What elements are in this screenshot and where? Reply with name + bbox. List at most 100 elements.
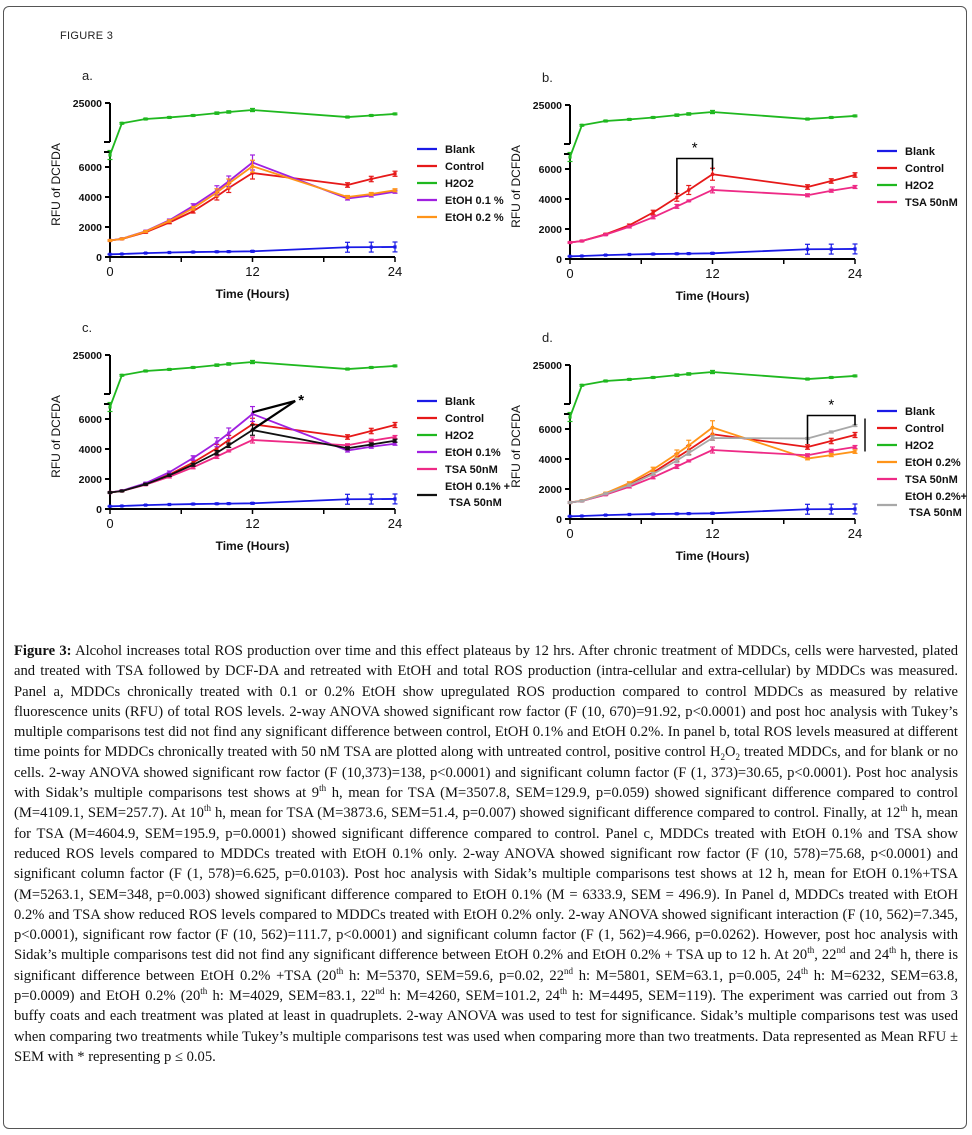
y-tick-label: 4000 — [79, 192, 103, 204]
data-point — [853, 449, 857, 454]
data-point — [687, 199, 691, 203]
legend-label: EtOH 0.1% — [445, 447, 501, 459]
data-point — [393, 442, 397, 446]
data-point — [627, 377, 631, 382]
caption-body: Alcohol increases total ROS production o… — [14, 643, 958, 1065]
caption-subscript: 2 — [720, 752, 726, 763]
data-point — [651, 115, 655, 120]
data-point — [805, 445, 810, 449]
caption-text: h, mean for TSA (M=3507.8, SEM=129.9, p=… — [14, 785, 958, 822]
chart-b: b. 0 2000 4000 6000 25000 0 12 24 Time (Hours) RFU… — [509, 70, 958, 303]
data-point — [345, 435, 350, 439]
caption-superscript: nd — [836, 945, 846, 956]
caption-text: Alcohol increases total ROS production o… — [14, 643, 958, 761]
data-point — [675, 458, 679, 463]
data-point — [108, 238, 112, 243]
data-point — [829, 115, 833, 120]
data-point — [853, 185, 857, 189]
data-point — [108, 490, 112, 495]
data-point — [369, 442, 373, 447]
data-point — [369, 192, 373, 196]
y-tick-label: 2000 — [539, 484, 563, 496]
data-point — [144, 369, 148, 373]
data-point — [144, 117, 148, 121]
data-point — [675, 452, 679, 456]
data-point — [580, 514, 584, 518]
y-tick-label: 0 — [96, 252, 102, 264]
legend-label: Blank — [905, 146, 936, 158]
data-point — [675, 204, 679, 208]
data-point — [805, 193, 810, 197]
data-point — [675, 373, 679, 377]
caption-superscript: th — [801, 965, 809, 976]
caption-text: h: M=4495, SEM=119). The experiment was … — [14, 988, 958, 1065]
data-point — [191, 113, 195, 118]
data-point — [604, 379, 608, 383]
y-tick-label: 0 — [556, 254, 562, 266]
legend: Blank Control H2O2 EtOH 0.1 % EtOH 0.2 % — [417, 144, 504, 224]
legend-label: Blank — [445, 144, 476, 156]
series-line — [109, 436, 396, 494]
data-point — [393, 112, 397, 116]
caption-text: h: M=5801, SEM=63.1, p=0.005, 24 — [573, 967, 801, 984]
data-point — [829, 430, 833, 434]
caption-text: h, mean for TSA (M=4604.9, SEM=195.9, p=… — [14, 805, 958, 964]
caption-text: h: M=6232, SEM=63.8, p=0.0009) and EtOH … — [14, 967, 958, 1005]
data-point — [167, 502, 171, 507]
data-point — [604, 233, 608, 237]
data-point — [710, 370, 715, 374]
data-point — [675, 113, 679, 117]
data-point — [167, 250, 171, 255]
data-point — [393, 435, 397, 439]
y-tick-label: 2000 — [79, 474, 103, 486]
legend-item-etoh-0-1-tsa-50nm: EtOH 0.1% + TSA 50nM — [417, 481, 510, 509]
data-point — [568, 254, 572, 258]
legend: Blank Control H2O2 TSA 50nM — [877, 146, 958, 209]
series-control — [107, 166, 398, 243]
panel-label: c. — [82, 320, 92, 335]
legend-label: EtOH 0.2%+ — [905, 491, 967, 503]
significance-bracket — [676, 157, 714, 195]
data-point — [369, 177, 373, 181]
data-point — [167, 115, 171, 120]
data-point — [250, 249, 255, 253]
data-point — [167, 473, 171, 477]
data-point — [345, 448, 350, 453]
legend-item-control: Control — [877, 423, 944, 435]
caption-text: O — [725, 744, 736, 761]
data-point — [144, 482, 148, 486]
data-point — [687, 459, 691, 463]
caption-text: and 24 — [845, 947, 890, 964]
series-tsa-50nm — [107, 434, 398, 495]
data-point — [345, 195, 350, 199]
data-point — [215, 363, 219, 367]
data-point — [651, 252, 655, 256]
y-tick-label: 0 — [556, 514, 562, 526]
data-point — [108, 252, 112, 256]
caption-superscript: nd — [375, 986, 385, 997]
data-point — [853, 423, 857, 428]
data-point — [215, 446, 219, 450]
y-axis-label: RFU of DCFDA — [49, 143, 63, 226]
data-point — [710, 110, 715, 114]
data-point — [710, 511, 715, 515]
x-axis-label: Time (Hours) — [216, 287, 290, 301]
data-point — [250, 171, 255, 175]
data-point — [345, 497, 350, 501]
data-point — [120, 252, 124, 256]
data-point — [651, 210, 655, 215]
data-point — [120, 504, 124, 508]
data-point — [369, 429, 373, 433]
series-line — [109, 109, 396, 156]
data-point — [604, 513, 608, 517]
figure-caption: Figure 3: Alcohol increases total ROS pr… — [14, 641, 958, 1067]
legend-item-blank: Blank — [877, 146, 936, 158]
legend-item-tsa-50nm: TSA 50nM — [417, 464, 498, 476]
x-tick-label: 12 — [245, 264, 259, 279]
data-point — [829, 179, 833, 183]
data-point — [627, 252, 631, 257]
data-point — [191, 206, 195, 210]
data-point — [604, 119, 608, 123]
series-etoh-0-1 — [107, 405, 398, 495]
